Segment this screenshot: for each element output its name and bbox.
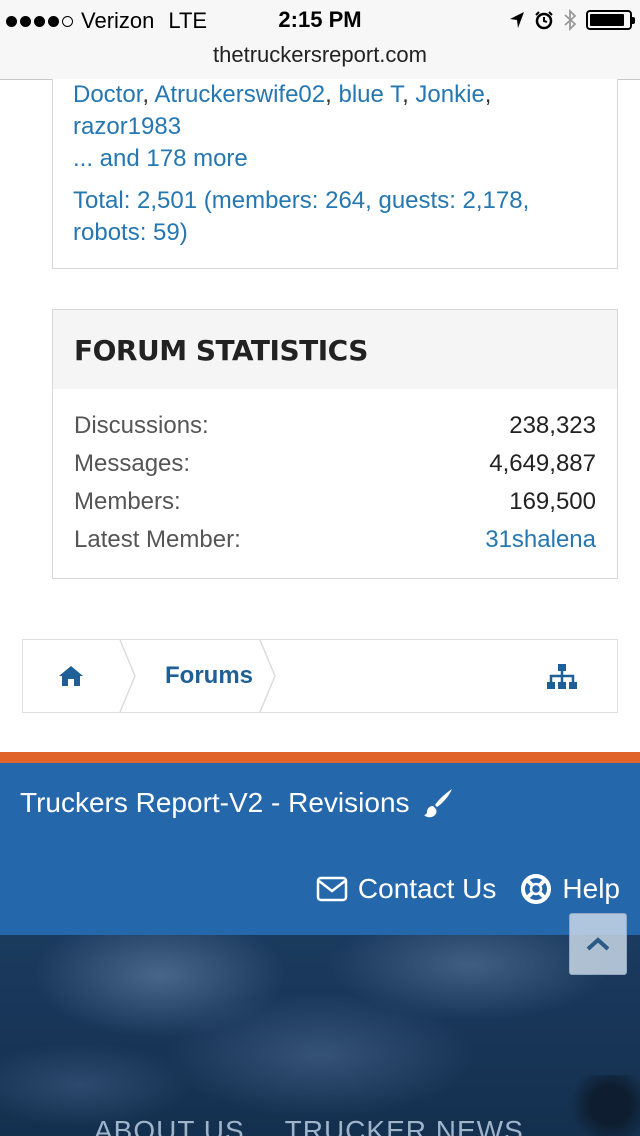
tree-silhouette xyxy=(550,1075,640,1136)
paintbrush-icon xyxy=(423,789,452,818)
online-member-list: Doctor, Atruckerswife02, blue T, Jonkie,… xyxy=(73,81,492,172)
contact-us-link[interactable]: Contact Us xyxy=(316,873,497,905)
stat-row-discussions: Discussions: 238,323 xyxy=(74,407,596,445)
stat-row-members: Members: 169,500 xyxy=(74,483,596,521)
breadcrumb-home[interactable] xyxy=(23,640,119,712)
sitemap-button[interactable] xyxy=(547,664,577,695)
footer-accent-stripe xyxy=(0,752,640,763)
style-chooser-link[interactable]: Truckers Report-V2 - Revisions xyxy=(20,787,454,819)
signal-strength-icon xyxy=(6,15,73,27)
stat-value: 238,323 xyxy=(509,412,596,439)
help-label: Help xyxy=(562,873,620,904)
status-time: 2:15 PM xyxy=(278,7,362,32)
contact-us-label: Contact Us xyxy=(357,873,497,904)
member-link[interactable]: Doctor xyxy=(73,81,143,108)
breadcrumb-separator xyxy=(119,640,136,712)
carrier-name: Verizon xyxy=(81,8,155,33)
more-members-link[interactable]: ... and 178 more xyxy=(73,145,248,172)
footer-background-image: ABOUT US TRUCKER NEWS xyxy=(0,935,640,1136)
forum-statistics-list: Discussions: 238,323 Messages: 4,649,887… xyxy=(53,389,617,559)
bluetooth-icon xyxy=(564,9,577,31)
stat-row-messages: Messages: 4,649,887 xyxy=(74,445,596,483)
location-arrow-icon xyxy=(510,12,524,28)
breadcrumb: Forums xyxy=(22,639,618,713)
stat-value: 4,649,887 xyxy=(489,450,596,477)
stat-value: 169,500 xyxy=(509,488,596,515)
url-bar[interactable]: thetruckersreport.com xyxy=(0,42,640,80)
forum-statistics-block: FORUM STATISTICS Discussions: 238,323 Me… xyxy=(52,309,618,579)
stat-label: Messages: xyxy=(74,450,191,477)
lifebuoy-icon xyxy=(521,874,552,904)
home-icon xyxy=(59,666,83,686)
alarm-icon xyxy=(535,11,553,30)
member-link[interactable]: razor1983 xyxy=(73,113,182,140)
help-link[interactable]: Help xyxy=(520,873,620,905)
member-link[interactable]: Jonkie xyxy=(415,81,485,108)
member-link[interactable]: blue T xyxy=(338,81,403,108)
status-bar: Verizon LTE 2:15 PM xyxy=(0,0,640,42)
online-members-box: Doctor, Atruckerswife02, blue T, Jonkie,… xyxy=(52,79,618,269)
breadcrumb-forums[interactable]: Forums xyxy=(165,662,254,689)
chevron-up-icon xyxy=(586,937,610,951)
sitemap-icon xyxy=(547,664,577,689)
stat-label: Latest Member: xyxy=(74,526,241,553)
battery-icon xyxy=(586,10,635,30)
url-text: thetruckersreport.com xyxy=(213,42,427,67)
status-icons xyxy=(509,9,635,31)
breadcrumb-separator xyxy=(259,640,276,712)
footer-links: Contact Us Help xyxy=(316,873,620,905)
envelope-icon xyxy=(316,876,348,902)
online-total-link[interactable]: Total: 2,501 (members: 264, guests: 2,17… xyxy=(73,187,530,246)
forum-statistics-title: FORUM STATISTICS xyxy=(53,310,617,389)
scroll-to-top-button[interactable] xyxy=(569,913,627,975)
footer-menu: ABOUT US TRUCKER NEWS xyxy=(94,1115,524,1136)
member-link[interactable]: Atruckerswife02 xyxy=(154,81,326,108)
stat-row-latest-member: Latest Member: 31shalena xyxy=(74,521,596,559)
footer-bar: Truckers Report-V2 - Revisions Contact U… xyxy=(0,763,640,935)
stat-label: Members: xyxy=(74,488,181,515)
carrier-info: Verizon LTE xyxy=(6,8,207,34)
latest-member-link[interactable]: 31shalena xyxy=(485,526,596,553)
footer-menu-trucker-news[interactable]: TRUCKER NEWS xyxy=(284,1115,524,1136)
stat-label: Discussions: xyxy=(74,412,209,439)
style-chooser-label: Truckers Report-V2 - Revisions xyxy=(20,787,410,818)
footer-menu-about-us[interactable]: ABOUT US xyxy=(94,1115,245,1136)
network-type: LTE xyxy=(168,8,208,33)
